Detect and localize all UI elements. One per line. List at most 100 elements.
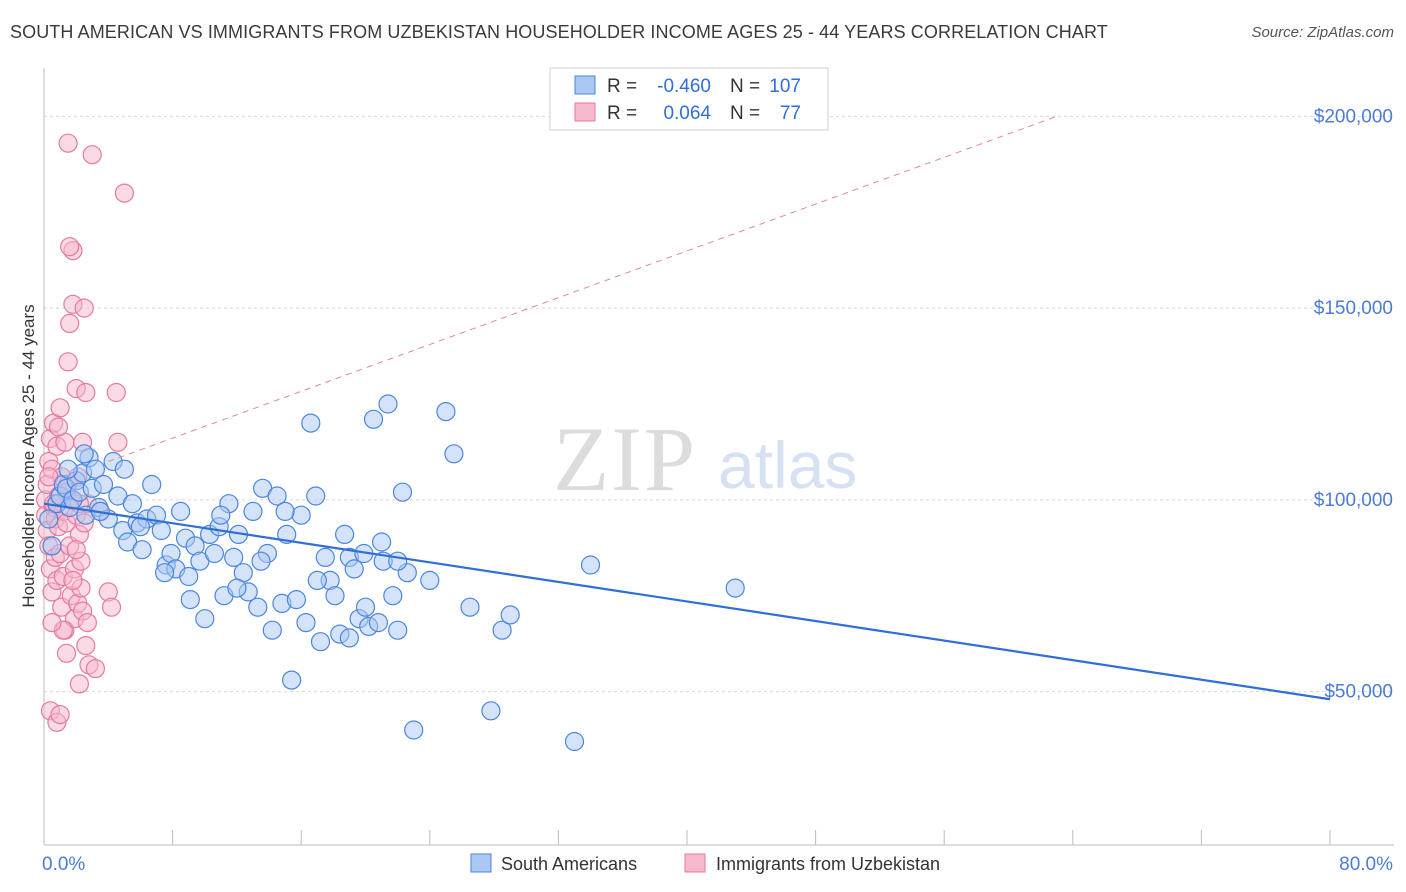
south-american-point-80 bbox=[404, 720, 424, 740]
uzbekistan-point-28 bbox=[58, 352, 78, 372]
legend-bottom-label-1: South Americans bbox=[501, 854, 637, 874]
uzbekistan-point-58 bbox=[106, 382, 126, 403]
south-american-point-32 bbox=[171, 501, 191, 521]
y-tick-labels: $50,000 $100,000 $150,000 $200,000 bbox=[1314, 106, 1393, 702]
south-american-point-89 bbox=[725, 578, 745, 598]
south-american-point-78 bbox=[392, 482, 413, 502]
y-tick-label-0: $50,000 bbox=[1324, 682, 1393, 703]
legend-box bbox=[549, 67, 829, 131]
x-tick-labels: 0.0% 80.0% bbox=[42, 854, 1393, 875]
uzbekistan-point-50 bbox=[76, 382, 96, 403]
south-american-point-57 bbox=[291, 505, 311, 525]
south-american-point-99 bbox=[251, 551, 271, 571]
south-american-point-39 bbox=[204, 543, 224, 564]
y-axis-label: Householder Income Ages 25 - 44 years bbox=[19, 304, 38, 607]
south-american-point-52 bbox=[267, 486, 287, 506]
uzbekistan-point-74 bbox=[48, 417, 69, 437]
y-tick-label-3: $200,000 bbox=[1314, 106, 1393, 127]
south-american-point-58 bbox=[296, 612, 316, 633]
south-american-point-14 bbox=[85, 459, 106, 479]
south-american-point-72 bbox=[363, 409, 384, 429]
south-american-point-96 bbox=[179, 566, 199, 587]
south-american-point-37 bbox=[195, 609, 215, 629]
south-american-point-100 bbox=[275, 501, 295, 521]
south-american-point-0 bbox=[39, 509, 59, 529]
uzbekistan-point-62 bbox=[60, 237, 80, 257]
legend-n-value-2: 77 bbox=[780, 103, 801, 124]
uzbekistan-point-67 bbox=[42, 612, 62, 633]
legend-swatch-pink bbox=[574, 102, 596, 122]
uzbekistan-point-27 bbox=[56, 643, 77, 663]
legend-n-label-1: N = bbox=[730, 76, 760, 97]
south-american-point-66 bbox=[335, 524, 355, 545]
y-tick-label-2: $150,000 bbox=[1314, 298, 1393, 319]
x-tick-label-max: 80.0% bbox=[1339, 854, 1393, 875]
south-american-point-68 bbox=[344, 559, 364, 579]
legend-n-label-2: N = bbox=[730, 103, 760, 124]
south-american-point-75 bbox=[378, 394, 398, 414]
uzbekistan-point-31 bbox=[60, 313, 80, 333]
legend-bottom-swatch-pink bbox=[684, 853, 706, 873]
uzbekistan-point-69 bbox=[63, 570, 83, 591]
south-american-point-84 bbox=[481, 701, 501, 721]
uzbekistan-point-60 bbox=[114, 183, 135, 203]
watermark-atlas: atlas bbox=[718, 428, 857, 502]
south-american-point-104 bbox=[372, 532, 392, 552]
south-american-point-82 bbox=[444, 444, 464, 464]
legend-bottom-swatch-blue bbox=[470, 853, 492, 873]
south-american-point-51 bbox=[262, 620, 282, 640]
south-american-point-26 bbox=[142, 474, 162, 495]
uzbekistan-point-70 bbox=[66, 540, 86, 560]
south-american-point-24 bbox=[132, 540, 152, 560]
south-american-point-48 bbox=[248, 597, 268, 617]
source-label: Source: ZipAtlas.com bbox=[1251, 24, 1394, 41]
uzbekistan-point-54 bbox=[82, 145, 102, 165]
uzbekistan-point-53 bbox=[77, 612, 98, 633]
south-american-point-56 bbox=[286, 589, 306, 610]
south-american-point-86 bbox=[500, 605, 520, 625]
x-tick-label-min: 0.0% bbox=[42, 854, 85, 875]
south-american-point-105 bbox=[388, 551, 408, 571]
south-american-point-101 bbox=[307, 570, 327, 591]
south-american-point-77 bbox=[388, 620, 408, 640]
south-american-point-81 bbox=[436, 402, 456, 422]
legend-swatch-blue bbox=[574, 75, 596, 95]
south-american-point-55 bbox=[282, 670, 302, 690]
south-american-point-103 bbox=[355, 597, 376, 617]
south-american-point-43 bbox=[224, 547, 244, 568]
uzbekistan-point-51 bbox=[76, 635, 96, 656]
uzbekistan-point-61 bbox=[58, 133, 78, 153]
uzbekistan-point-59 bbox=[108, 432, 128, 452]
chart-title: SOUTH AMERICAN VS IMMIGRANTS FROM UZBEKI… bbox=[10, 22, 1108, 42]
south-american-point-28 bbox=[151, 520, 171, 541]
south-american-point-73 bbox=[368, 612, 388, 633]
south-american-point-91 bbox=[74, 444, 94, 464]
south-american-point-95 bbox=[155, 563, 175, 583]
south-american-point-64 bbox=[325, 586, 345, 606]
south-american-point-60 bbox=[306, 486, 326, 506]
legend-r-value-2: 0.064 bbox=[663, 103, 711, 124]
legend-r-value-1: -0.460 bbox=[657, 76, 711, 97]
south-american-point-62 bbox=[315, 547, 335, 568]
uzbekistan-point-43 bbox=[69, 674, 90, 694]
south-american-point-1 bbox=[42, 536, 62, 556]
legend-top: R = -0.460 N = 107 R = 0.064 N = 77 bbox=[549, 67, 829, 131]
south-american-point-47 bbox=[243, 501, 263, 521]
south-american-point-22 bbox=[122, 494, 142, 514]
trend-lines bbox=[43, 115, 1331, 701]
south-american-point-87 bbox=[564, 731, 585, 752]
uzbekistan-point-57 bbox=[101, 597, 122, 617]
south-american-point-88 bbox=[580, 555, 601, 575]
legend-n-value-1: 107 bbox=[769, 76, 801, 97]
south-american-point-76 bbox=[383, 586, 403, 606]
legend-r-label-1: R = bbox=[607, 76, 637, 97]
trend-line-south-american bbox=[43, 502, 1331, 701]
south-american-point-59 bbox=[301, 413, 321, 433]
watermark-zip: ZIP bbox=[553, 408, 697, 510]
trend-line-uzbekistan bbox=[108, 115, 1057, 462]
legend-r-label-2: R = bbox=[607, 103, 637, 124]
south-american-point-85 bbox=[492, 620, 512, 640]
legend-bottom: South Americans Immigrants from Uzbekist… bbox=[470, 853, 940, 874]
south-american-point-34 bbox=[180, 589, 200, 610]
watermark: ZIP atlas bbox=[553, 408, 857, 510]
